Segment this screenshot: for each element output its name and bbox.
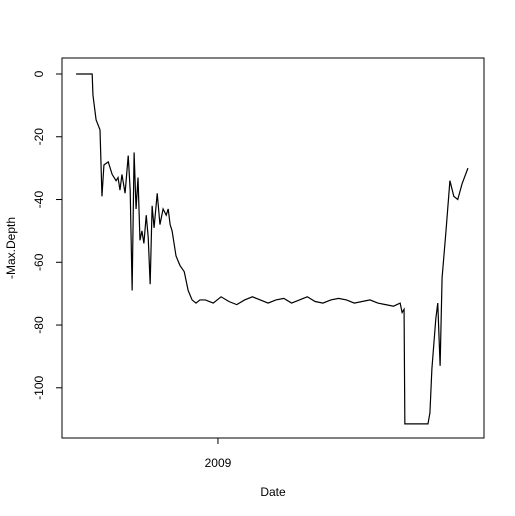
y-tick-label: -100	[32, 375, 46, 399]
plot-frame	[61, 57, 485, 439]
y-tick-label: -20	[32, 128, 46, 146]
y-tick-label: 0	[32, 70, 46, 77]
data-line	[76, 73, 469, 425]
y-axis-label: -Max.Depth	[4, 217, 18, 279]
y-tick-label: -40	[32, 191, 46, 209]
y-tick-label: -60	[32, 253, 46, 271]
y-tick-label: -80	[32, 316, 46, 334]
x-tick-label: 2009	[205, 456, 232, 470]
x-axis-label: Date	[260, 485, 286, 499]
